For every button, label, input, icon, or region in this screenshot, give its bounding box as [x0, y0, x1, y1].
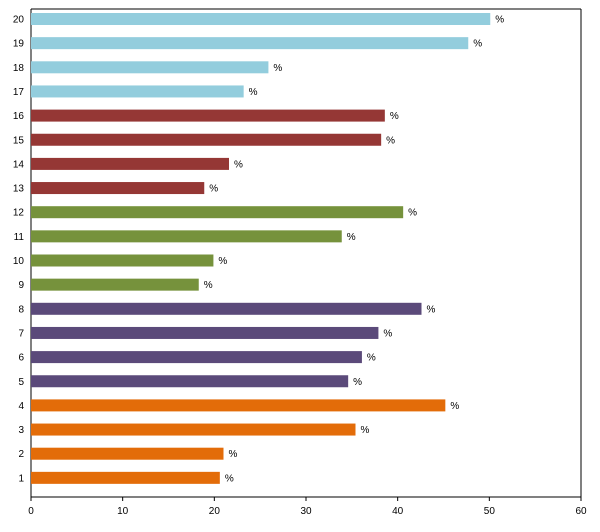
- y-tick-label: 11: [14, 232, 25, 243]
- y-tick-label: 15: [13, 135, 25, 146]
- bar-17: [31, 85, 244, 98]
- x-tick-label: 40: [392, 506, 404, 517]
- y-tick-label: 9: [18, 280, 24, 291]
- bar-value-label: %: [273, 63, 282, 74]
- bar-10: [31, 254, 214, 267]
- bar-value-label: %: [450, 401, 459, 412]
- bar-4: [31, 399, 446, 412]
- bar-value-label: %: [367, 353, 376, 364]
- y-tick-label: 10: [13, 256, 25, 267]
- bar-value-label: %: [386, 135, 395, 146]
- x-tick-label: 20: [209, 506, 221, 517]
- bar-value-label: %: [353, 377, 362, 388]
- y-tick-label: 4: [18, 401, 24, 412]
- y-tick-label: 16: [13, 111, 25, 122]
- bar-20: [31, 13, 491, 25]
- bar-9: [31, 278, 199, 291]
- x-tick-label: 0: [28, 506, 34, 517]
- y-tick-label: 8: [18, 304, 24, 315]
- bar-value-label: %: [495, 15, 504, 26]
- bar-18: [31, 61, 269, 74]
- y-tick-label: 17: [13, 87, 25, 98]
- bar-value-label: %: [225, 473, 234, 484]
- bar-value-labels: %%%%%%%%%%%%%%%%%%%%: [204, 15, 505, 485]
- bar-15: [31, 133, 382, 146]
- y-tick-label: 19: [13, 39, 25, 50]
- y-tick-label: 5: [18, 377, 24, 388]
- bar-13: [31, 182, 205, 195]
- bar-value-label: %: [204, 280, 213, 291]
- y-tick-label: 1: [18, 473, 24, 484]
- x-tick-label: 50: [484, 506, 496, 517]
- bar-16: [31, 109, 385, 122]
- bar-19: [31, 37, 469, 50]
- bar-12: [31, 206, 404, 219]
- bar-6: [31, 351, 362, 364]
- bars-group: [31, 13, 491, 484]
- y-tick-label: 7: [18, 328, 24, 339]
- bar-value-label: %: [229, 449, 238, 460]
- x-axis-labels: 0 10 20 30 40 50 60: [28, 497, 587, 517]
- y-tick-label: 2: [18, 449, 24, 460]
- y-tick-label: 3: [18, 425, 24, 436]
- bar-value-label: %: [209, 184, 218, 195]
- y-tick-label: 20: [13, 15, 25, 26]
- bar-value-label: %: [473, 39, 482, 50]
- bar-1: [31, 471, 220, 484]
- bar-value-label: %: [218, 256, 227, 267]
- bar-7: [31, 326, 379, 339]
- bar-value-label: %: [234, 159, 243, 170]
- y-tick-label: 12: [13, 208, 25, 219]
- bar-value-label: %: [383, 328, 392, 339]
- x-tick-label: 60: [575, 506, 587, 517]
- bar-11: [31, 230, 342, 243]
- y-tick-label: 13: [13, 184, 25, 195]
- bar-value-label: %: [249, 87, 258, 98]
- bar-8: [31, 302, 422, 315]
- bar-value-label: %: [427, 304, 436, 315]
- x-tick-label: 30: [300, 506, 312, 517]
- bar-value-label: %: [361, 425, 370, 436]
- bar-value-label: %: [347, 232, 356, 243]
- bar-2: [31, 447, 224, 460]
- bar-14: [31, 157, 229, 170]
- bar-value-label: %: [408, 208, 417, 219]
- y-tick-label: 14: [13, 159, 25, 170]
- bar-3: [31, 423, 356, 436]
- x-tick-label: 10: [117, 506, 129, 517]
- y-tick-label: 18: [13, 63, 25, 74]
- bar-value-label: %: [390, 111, 399, 122]
- y-tick-label: 6: [18, 353, 24, 364]
- bar-5: [31, 375, 349, 388]
